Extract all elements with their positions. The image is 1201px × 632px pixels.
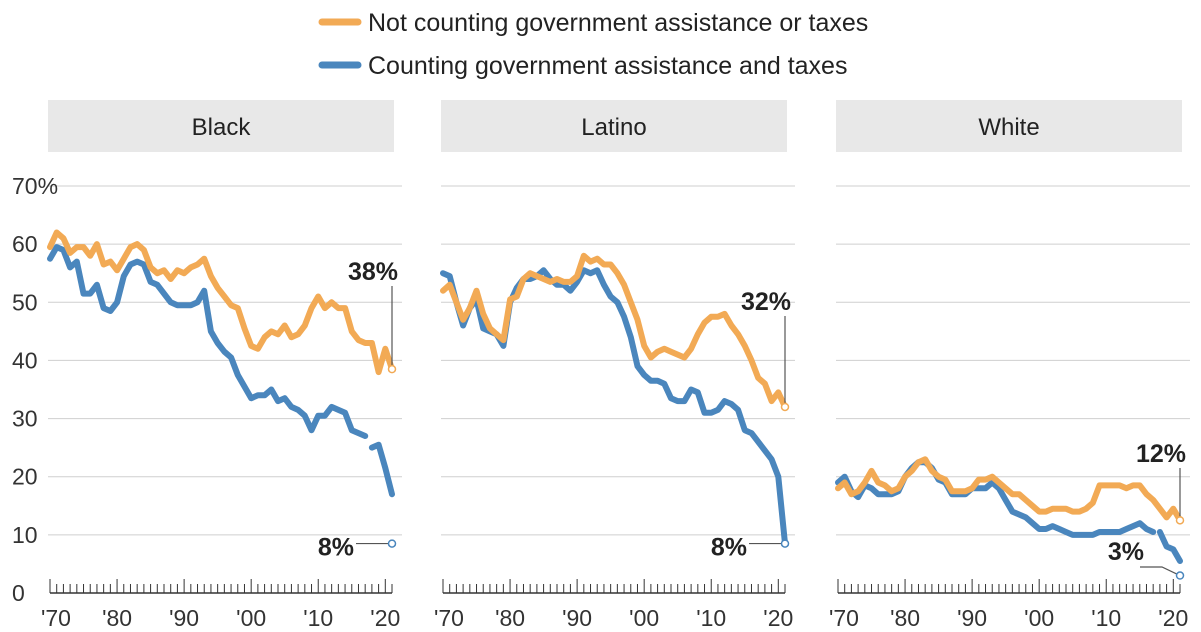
legend: Not counting government assistance or ta… — [318, 9, 868, 80]
x-tick-label: '70 — [41, 605, 71, 631]
panel-header — [48, 100, 394, 152]
panel-title: Latino — [581, 114, 646, 141]
end-point-marker — [780, 539, 790, 548]
end-label-leader — [1140, 566, 1181, 577]
end-value-label: 32% — [741, 288, 791, 316]
panel-black: Black 0 10 20 30 40 50 60 70% '70 '80 '90 '00 '10 '20 3… — [12, 100, 402, 631]
end-value-label: 3% — [1108, 538, 1144, 566]
y-tick-label: 50 — [12, 289, 38, 315]
end-value-label: 8% — [711, 534, 747, 562]
series-line-not-counting — [47, 229, 395, 376]
end-value-label: 8% — [318, 534, 354, 562]
x-tick-label: '90 — [957, 605, 987, 631]
y-tick-label: 30 — [12, 406, 38, 432]
x-tick-label: '90 — [562, 605, 592, 631]
end-point-marker — [1175, 516, 1185, 525]
x-tick-label: '00 — [629, 605, 659, 631]
end-point-marker — [1175, 571, 1185, 580]
end-point-marker — [780, 402, 790, 412]
series-line-not-counting — [440, 252, 788, 410]
x-tick-label: '00 — [236, 605, 266, 631]
x-tick-label: '90 — [169, 605, 199, 631]
panel-header — [836, 100, 1182, 152]
panel-title: White — [978, 114, 1039, 141]
y-tick-label: 0 — [12, 580, 25, 606]
y-tick-label: 20 — [12, 464, 38, 490]
x-tick-label: '70 — [829, 605, 859, 631]
x-tick-label: '10 — [696, 605, 726, 631]
x-tick-label: '80 — [890, 605, 920, 631]
series-line-not-counting — [835, 456, 1183, 524]
y-tick-label: 70% — [12, 173, 58, 199]
end-value-label: 12% — [1136, 440, 1186, 468]
y-tick-label: 10 — [12, 522, 38, 548]
legend-label: Counting government assistance and taxes — [368, 52, 847, 80]
x-tick-label: '80 — [102, 605, 132, 631]
x-tick-label: '80 — [495, 605, 525, 631]
series-line-counting — [835, 459, 1183, 564]
legend-label: Not counting government assistance or ta… — [368, 9, 868, 37]
x-tick-label: '00 — [1024, 605, 1054, 631]
panel-header — [441, 100, 787, 152]
panel-latino: Latino '70 '80 '90 '00 '10 '20 32% 8% — [434, 100, 795, 631]
x-tick-label: '20 — [370, 605, 400, 631]
series-line-counting — [47, 244, 395, 498]
end-point-marker — [387, 364, 397, 374]
end-value-label: 38% — [348, 258, 398, 286]
chart-panels: Black 0 10 20 30 40 50 60 70% '70 '80 '90 '00 '10 '20 3… — [12, 100, 1190, 631]
x-tick-label: '10 — [303, 605, 333, 631]
series-line-counting — [440, 267, 788, 547]
panel-white: White '70 '80 '90 '00 '10 '20 12% 3% — [829, 100, 1190, 631]
x-tick-label: '20 — [1158, 605, 1188, 631]
y-tick-label: 60 — [12, 231, 38, 257]
y-tick-label: 40 — [12, 347, 38, 373]
x-tick-label: '70 — [434, 605, 464, 631]
x-tick-label: '20 — [763, 605, 793, 631]
panel-title: Black — [192, 114, 252, 141]
end-point-marker — [387, 539, 397, 548]
x-tick-label: '10 — [1091, 605, 1121, 631]
